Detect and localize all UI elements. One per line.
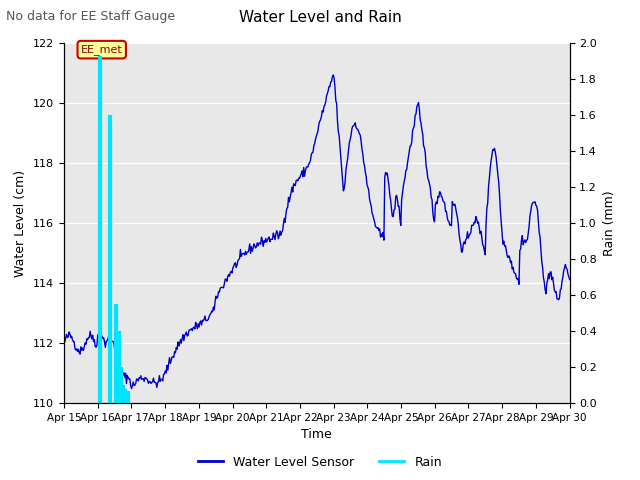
X-axis label: Time: Time	[301, 429, 332, 442]
Text: No data for EE Staff Gauge: No data for EE Staff Gauge	[6, 10, 175, 23]
Text: EE_met: EE_met	[81, 44, 123, 55]
Legend: Water Level Sensor, Rain: Water Level Sensor, Rain	[193, 451, 447, 474]
Y-axis label: Rain (mm): Rain (mm)	[603, 191, 616, 256]
Y-axis label: Water Level (cm): Water Level (cm)	[15, 169, 28, 277]
Text: Water Level and Rain: Water Level and Rain	[239, 10, 401, 24]
